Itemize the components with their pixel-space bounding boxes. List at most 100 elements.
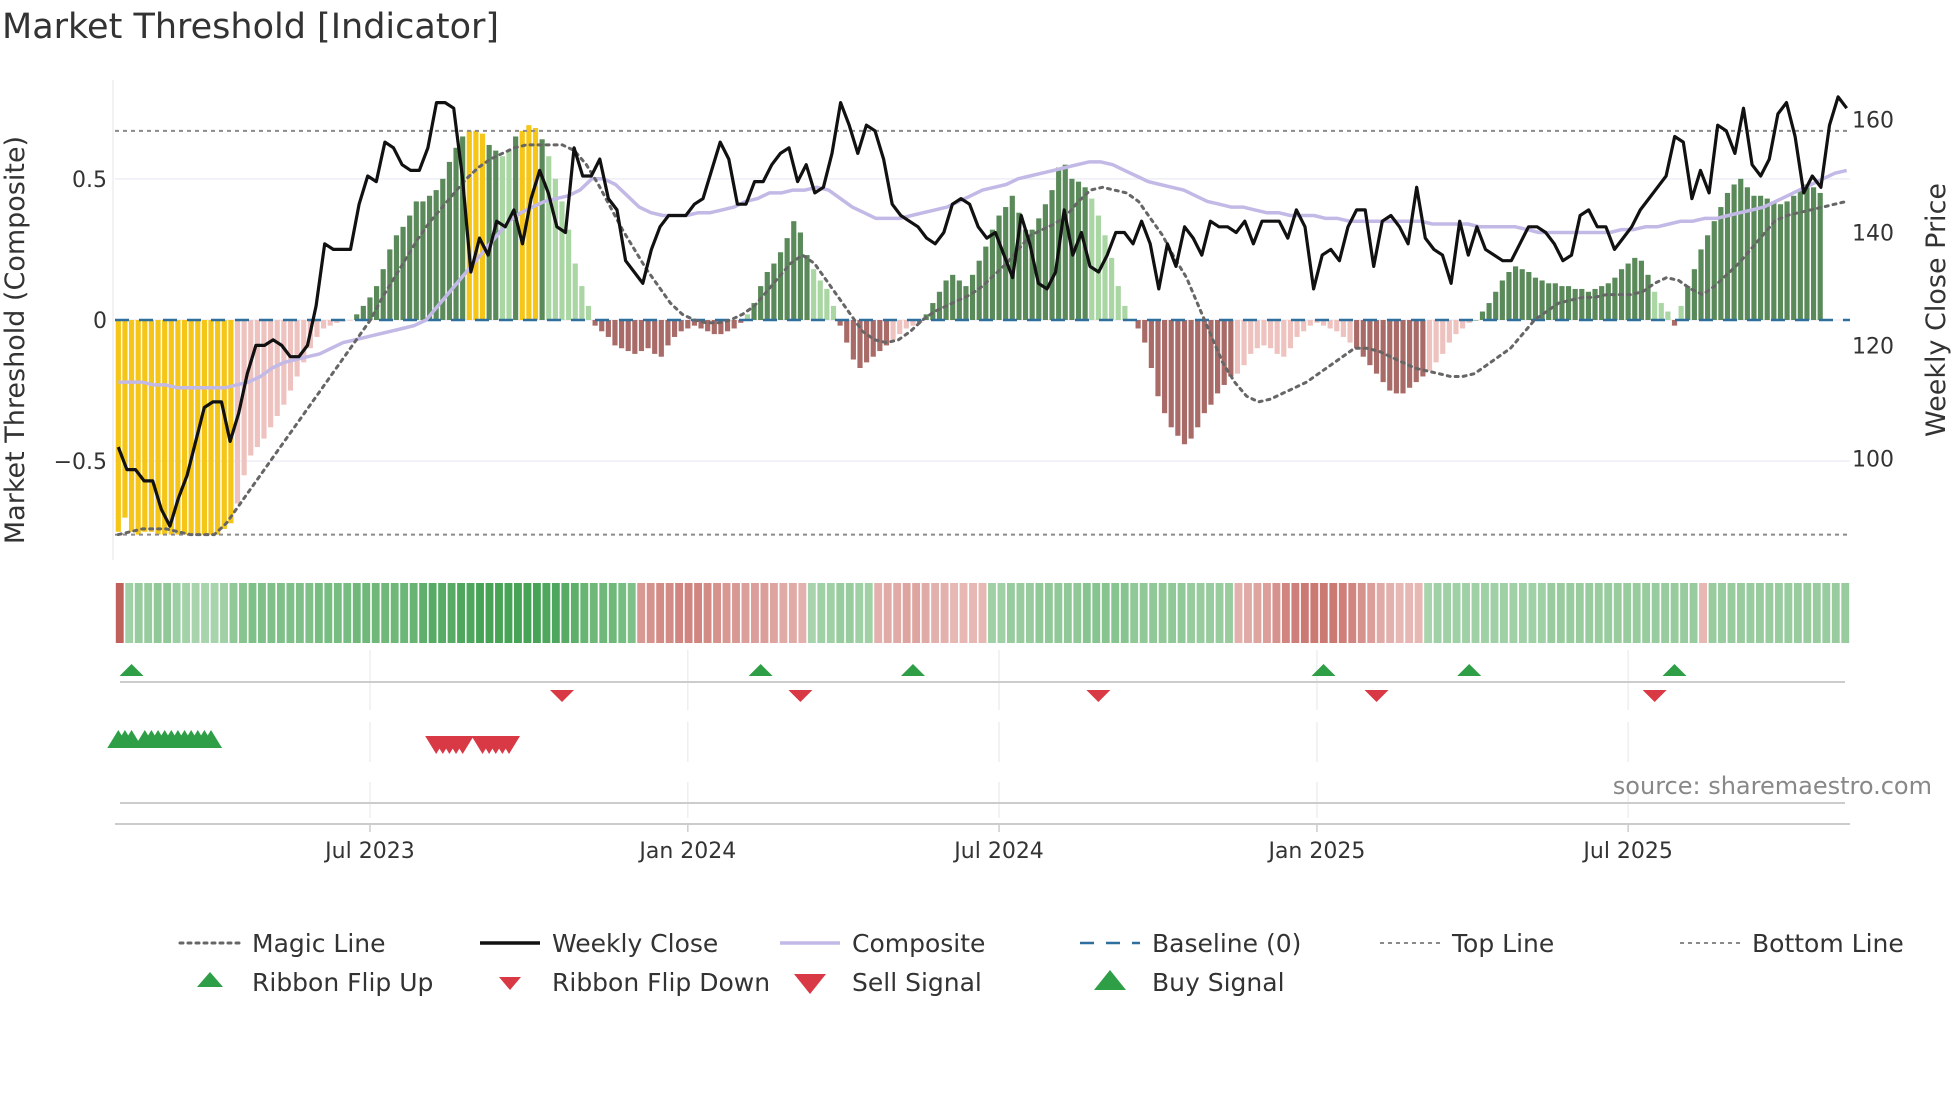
composite-bar [950,274,956,320]
ribbon-cell [551,583,560,643]
ribbon-cell [893,583,902,643]
ribbon-cell [864,583,873,643]
ribbon-flip-down-marker [1364,690,1389,702]
composite-bar [148,320,155,532]
ribbon-cell [1414,583,1423,643]
composite-bar [241,320,247,476]
composite-bar [903,320,909,329]
y-axis-right-title: Weekly Close Price [1921,183,1952,437]
composite-bar [519,130,525,320]
composite-bar [678,320,684,332]
ribbon-cell [523,583,532,643]
ribbon-cell [1025,583,1034,643]
composite-bar [1446,320,1452,343]
composite-bar [605,320,611,337]
ribbon-cell [1291,583,1300,643]
ribbon-flip-up-marker [900,664,925,676]
composite-bar [890,320,896,340]
ribbon-cell [258,583,266,643]
composite-bar [128,320,135,532]
composite-bar [1625,263,1631,320]
composite-bar [777,252,784,320]
ribbon-cell [741,583,750,643]
composite-bar [1314,320,1320,323]
composite-bar [1115,286,1121,320]
composite-bar [1797,190,1803,320]
ribbon-cell [371,583,380,643]
y-left-tick-label: −0.5 [54,450,107,475]
y-left-tick-label: 0.5 [72,168,107,193]
ribbon-cell [1585,583,1594,643]
composite-bar [731,320,737,329]
ribbon-cell [248,583,257,643]
ribbon-cell [1054,583,1063,643]
composite-bar [1254,320,1260,349]
ribbon-cell [589,583,598,643]
ribbon-panel [115,583,1850,643]
weekly-close-line [116,95,1848,528]
legend-label: Composite [852,929,985,958]
ribbon-cell [1604,583,1613,643]
ribbon-cell [722,583,731,643]
composite-bar [645,320,651,349]
ribbon-flip-up-marker [1662,664,1687,676]
composite-bar [1248,320,1254,354]
ribbon-cell [239,583,247,643]
composite-bar [976,260,982,320]
composite-bar [1486,303,1492,320]
legend-label: Bottom Line [1752,929,1904,958]
ribbon-cell [1812,583,1821,643]
composite-bar [274,320,280,416]
ribbon-cell [191,583,200,643]
composite-bar [334,320,340,323]
ribbon-cell [1708,583,1717,643]
ribbon-cell [229,583,238,643]
composite-bar [1539,280,1545,320]
composite-bar [665,320,671,346]
composite-bar [1565,286,1572,320]
legend-label: Ribbon Flip Up [252,968,433,997]
composite-bar [1691,269,1697,320]
composite-bar [1612,277,1618,320]
ribbon-cell [1793,583,1802,643]
composite-bar [248,320,254,456]
x-tick-label: Jan 2025 [1266,839,1365,864]
ribbon-cell [1139,583,1148,643]
composite-bar [1440,320,1446,354]
composite-bar [1764,198,1770,320]
composite-bar [1552,283,1558,320]
composite-bar [744,314,750,320]
ribbon-cell [1319,583,1328,643]
composite-bar [473,130,479,320]
composite-bar [797,232,803,320]
composite-bar [506,150,512,320]
legend-label: Buy Signal [1152,968,1285,997]
ribbon-cell [1632,583,1641,643]
composite-bar [1817,192,1823,320]
composite-bar [1340,320,1346,337]
composite-bar [1499,280,1505,320]
composite-bar [1155,320,1161,397]
legend-swatch-buy-signal [1094,970,1126,990]
composite-bar [1420,320,1426,377]
ribbon-cell [1642,583,1651,643]
composite-bar [1724,192,1731,320]
ribbon-cell [627,583,636,643]
ribbon-cell [1300,583,1309,643]
composite-bar [1175,320,1181,436]
composite-bar [1215,320,1221,394]
composite-bar [1221,320,1227,385]
composite-bar [1201,320,1207,414]
ribbon-cell [1737,583,1745,643]
composite-bar [373,286,380,320]
ribbon-flip-down-marker [1642,690,1667,702]
composite-bar [1195,320,1201,428]
composite-bar [758,286,764,320]
composite-bar [1784,201,1790,320]
ribbon-cell [438,583,447,643]
ribbon-cell [153,583,162,643]
composite-bar [1267,320,1274,349]
ribbon-cell [324,583,333,643]
composite-bar [115,320,121,532]
legend-label: Baseline (0) [1152,929,1301,958]
